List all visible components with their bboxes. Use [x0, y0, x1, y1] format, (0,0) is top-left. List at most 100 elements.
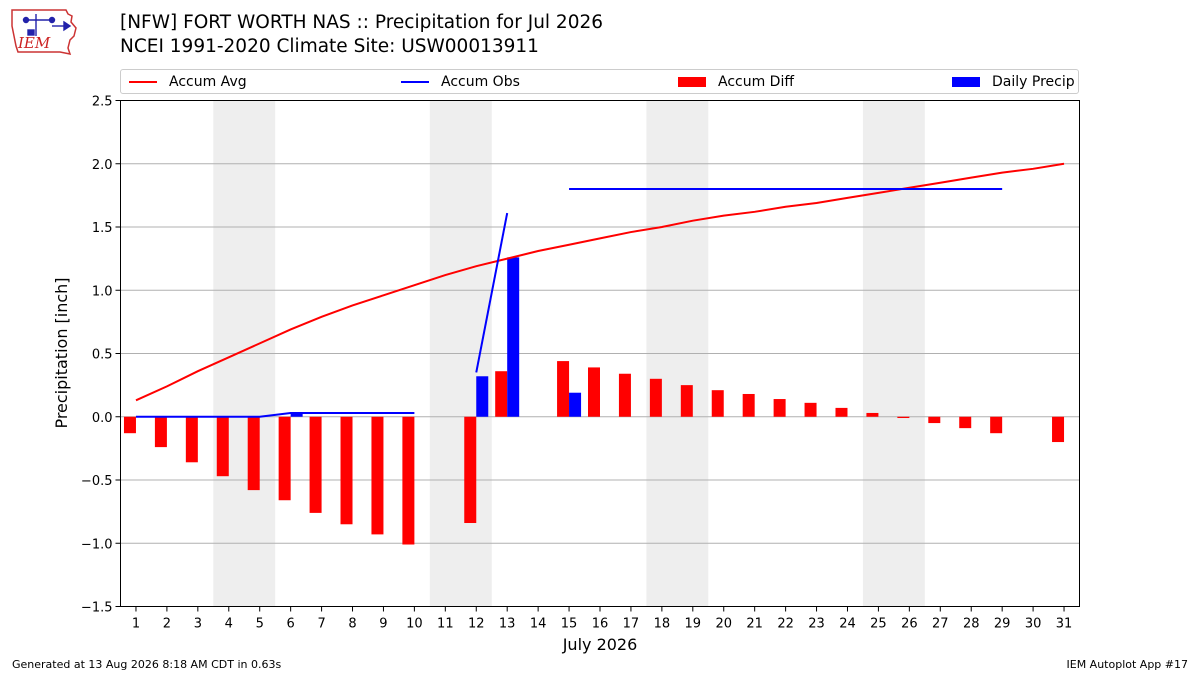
x-tick-label-7: 7	[317, 617, 325, 632]
y-tick-label: −1.0	[81, 537, 113, 552]
accum-diff-bar-24	[835, 407, 848, 417]
chart-subtitle: NCEI 1991-2020 Climate Site: USW00013911	[120, 36, 539, 57]
x-tick-label-31: 31	[1056, 617, 1073, 632]
legend-label: Daily Precip	[992, 74, 1075, 90]
x-tick-label-4: 4	[225, 617, 233, 632]
accum-diff-bar-29	[990, 416, 1003, 434]
x-axis-label: July 2026	[562, 635, 638, 654]
x-tick-label-24: 24	[839, 617, 856, 632]
accum-diff-bar-20	[711, 390, 724, 417]
x-tick-label-22: 22	[777, 617, 794, 632]
y-tick-label: 0.0	[92, 411, 113, 426]
iem-logo: IEM	[11, 9, 77, 55]
accum-diff-bar-21	[742, 393, 755, 417]
x-tick-label-6: 6	[287, 617, 295, 632]
accum-diff-bar-6	[278, 416, 291, 501]
x-tick-label-28: 28	[963, 617, 980, 632]
legend-label: Accum Obs	[441, 74, 520, 90]
x-tick-label-21: 21	[746, 617, 763, 632]
legend-item-daily-precip: Daily Precip	[952, 73, 1075, 91]
legend-label: Accum Avg	[169, 74, 247, 90]
x-tick-label-29: 29	[994, 617, 1011, 632]
accum-diff-bars-group	[123, 361, 1065, 545]
accum-diff-bar-7	[309, 416, 322, 513]
accum-diff-bar-17	[618, 373, 631, 417]
generated-timestamp: Generated at 13 Aug 2026 8:18 AM CDT in …	[12, 658, 282, 671]
x-tick-label-11: 11	[437, 617, 454, 632]
y-tick-label: −1.5	[81, 601, 113, 616]
daily-precip-bar-15	[569, 392, 582, 417]
y-tick-label: −0.5	[81, 474, 113, 489]
x-tick-label-20: 20	[715, 617, 732, 632]
y-axis-group: −1.5 −1.0 −0.5 0.0 0.5 1.0 1.5 2.0 2.5	[81, 95, 121, 616]
accum-diff-bar-2	[154, 416, 167, 448]
y-tick-label: 1.0	[92, 284, 113, 299]
autoplot-app-id: IEM Autoplot App #17	[1066, 658, 1189, 671]
x-tick-label-26: 26	[901, 617, 918, 632]
accum-diff-bar-13	[495, 371, 508, 417]
x-tick-label-10: 10	[406, 617, 423, 632]
accum-diff-bar-26	[897, 416, 910, 419]
x-tick-label-19: 19	[685, 617, 702, 632]
x-tick-label-2: 2	[163, 617, 171, 632]
weather-station-icon	[22, 14, 72, 36]
legend-swatch	[678, 77, 706, 87]
accum-diff-bar-15	[557, 361, 570, 417]
accum-diff-bar-22	[773, 399, 786, 417]
daily-precip-bars-group	[290, 257, 582, 417]
x-tick-label-1: 1	[132, 617, 140, 632]
legend-item-accum-avg: Accum Avg	[129, 73, 247, 91]
accum-diff-bar-5	[247, 416, 260, 491]
accum-diff-bar-10	[402, 416, 415, 545]
y-tick-label: 2.0	[92, 158, 113, 173]
accum-diff-bar-28	[959, 416, 972, 429]
x-tick-label-23: 23	[808, 617, 825, 632]
x-tick-label-25: 25	[870, 617, 887, 632]
accum-diff-bar-4	[216, 416, 229, 477]
x-tick-label-9: 9	[379, 617, 387, 632]
accum-diff-bar-1	[123, 416, 136, 434]
daily-precip-bar-13	[507, 257, 520, 417]
legend-item-accum-diff: Accum Diff	[678, 73, 794, 91]
accum-diff-bar-16	[588, 367, 600, 417]
accum-avg-line-group	[135, 162, 1065, 402]
x-axis-group: 1 2 3 4 5 6 7 8 9 10 11 12 13 14 15 16 17 18 19 20 21 22 23 24 2…	[132, 606, 1073, 632]
accum-diff-bar-9	[371, 416, 384, 535]
accum-diff-bar-31	[1052, 416, 1065, 443]
y-tick-label: 0.5	[92, 348, 113, 363]
x-tick-label-27: 27	[932, 617, 949, 632]
y-axis-label: Precipitation [inch]	[52, 277, 71, 428]
x-tick-label-13: 13	[499, 617, 516, 632]
x-tick-label-12: 12	[468, 617, 485, 632]
accum-diff-bar-3	[185, 416, 198, 463]
accum-obs-line-segment-1	[475, 212, 509, 373]
accum-diff-bar-27	[928, 416, 941, 424]
x-tick-label-30: 30	[1025, 617, 1042, 632]
daily-precip-bar-6	[290, 412, 303, 417]
logo-text: IEM	[17, 34, 51, 52]
accum-diff-bar-12	[464, 416, 477, 524]
accum-obs-line-segment-0	[135, 411, 415, 418]
accum-diff-bar-25	[866, 412, 879, 417]
legend-label: Accum Diff	[718, 74, 795, 90]
legend-swatch	[401, 81, 429, 83]
legend-item-accum-obs: Accum Obs	[401, 73, 520, 91]
accum-diff-bar-8	[340, 416, 353, 525]
x-tick-label-3: 3	[194, 617, 202, 632]
x-tick-label-5: 5	[256, 617, 264, 632]
accum-obs-line-group	[135, 188, 1003, 418]
x-tick-label-15: 15	[561, 617, 578, 632]
accum-diff-bar-23	[804, 402, 817, 417]
x-tick-label-18: 18	[654, 617, 671, 632]
legend-swatch	[952, 77, 980, 87]
legend-swatch	[129, 81, 157, 83]
x-tick-label-8: 8	[348, 617, 356, 632]
x-tick-label-16: 16	[592, 617, 609, 632]
x-tick-label-14: 14	[530, 617, 547, 632]
accum-avg-line	[135, 162, 1065, 402]
y-tick-label: 2.5	[92, 95, 113, 110]
daily-precip-bar-12	[476, 376, 489, 417]
chart-title: [NFW] FORT WORTH NAS :: Precipitation fo…	[120, 12, 604, 33]
chart-legend: Accum Avg Accum Obs Accum Diff Daily Precip	[120, 69, 1079, 94]
